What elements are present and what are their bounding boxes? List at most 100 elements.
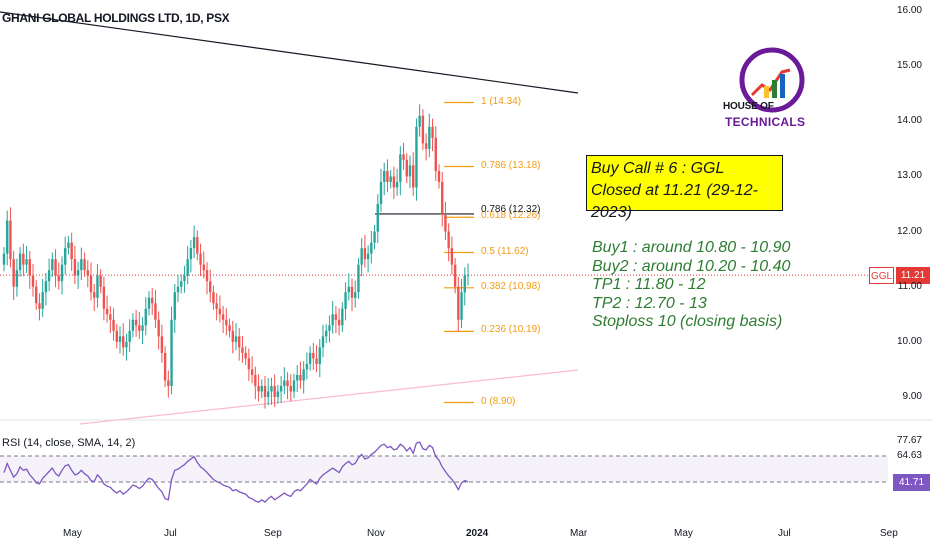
candle-body [334, 314, 338, 320]
candle-body [64, 248, 67, 265]
candle-body [363, 248, 367, 260]
candle-body [289, 385, 292, 392]
candle-body [225, 319, 228, 326]
candle-body [325, 330, 328, 337]
candle-body [392, 176, 396, 188]
price-ticker-tag: GGL [869, 267, 894, 284]
candle-body [141, 325, 144, 331]
candle-body [183, 275, 186, 282]
candle-body [331, 314, 334, 326]
candle-body [267, 391, 270, 397]
candle-body [424, 143, 428, 149]
candle-body [437, 170, 441, 182]
fib-level-label: 0.618 (12.26) [481, 210, 541, 222]
candle-body [273, 385, 276, 397]
rsi-value-tag: 41.71 [893, 474, 930, 491]
last-price-tag: 11.21 [896, 267, 930, 284]
candle-body [421, 115, 425, 144]
candle-body [199, 253, 202, 265]
candle-body [167, 380, 170, 386]
candle-body [328, 325, 331, 331]
logo-bar [780, 74, 785, 98]
candle-body [399, 154, 402, 182]
candle-body [286, 380, 289, 386]
candle-body [337, 319, 341, 326]
price-tick-label: 16.00 [896, 5, 922, 16]
fib-level-label: 0 (8.90) [481, 395, 516, 407]
candle-body [341, 308, 344, 326]
candle-body [247, 358, 251, 370]
candle-body [279, 385, 283, 392]
candle-body [22, 253, 25, 265]
candle-body [209, 281, 212, 293]
rsi-tick-label: 77.67 [896, 435, 922, 447]
price-tick-label: 15.00 [896, 60, 922, 72]
candle-body [250, 369, 254, 375]
candle-body [163, 352, 167, 381]
candle-body [395, 181, 399, 188]
upper-trendline [0, 11, 579, 94]
candle-body [6, 220, 9, 254]
candle-body [463, 275, 466, 293]
logo-text-house-of: HOUSE OF [723, 101, 774, 112]
candle-body [450, 248, 454, 265]
candle-body [180, 281, 183, 287]
time-tick-label: 2024 [466, 528, 489, 539]
candle-body [350, 286, 354, 298]
candle-body [405, 159, 408, 177]
candle-body [186, 259, 189, 276]
callout-line-1: Buy Call # 6 : GGL [591, 160, 725, 177]
candle-body [31, 275, 35, 287]
price-tick-label: 9.00 [902, 391, 922, 402]
candle-body [80, 259, 83, 271]
candle-body [238, 336, 241, 348]
candle-body [221, 314, 225, 320]
candle-body [70, 242, 73, 260]
candle-body [134, 319, 138, 326]
candle-body [151, 297, 154, 304]
candle-body [366, 253, 370, 260]
logo-chart-line [750, 68, 791, 97]
candle-body [312, 352, 315, 359]
candle-body [67, 242, 70, 249]
candle-body [18, 253, 22, 271]
candle-body [418, 115, 421, 127]
time-tick-label: May [63, 528, 82, 539]
candle-body [51, 259, 54, 271]
candle-body [202, 264, 205, 271]
candle-body [160, 336, 164, 353]
candle-body [128, 330, 131, 342]
candle-body [241, 347, 244, 353]
price-tick-label: 12.00 [896, 225, 922, 237]
candle-body [105, 308, 109, 315]
buy-call-callout: Buy Call # 6 : GGL Closed at 11.21 (29-1… [586, 155, 783, 221]
candle-body [47, 270, 51, 282]
rsi-indicator-title: RSI (14, close, SMA, 14, 2) [2, 437, 136, 449]
time-tick-label: Sep [264, 528, 282, 539]
candle-body [15, 270, 19, 287]
candle-body [86, 270, 89, 276]
candle-body [109, 314, 112, 320]
price-tick-label: 11.00 [897, 280, 922, 292]
candle-body [57, 275, 60, 282]
candle-body [2, 253, 6, 265]
candle-body [125, 341, 128, 348]
candle-body [412, 165, 415, 188]
candle-body [76, 270, 80, 276]
candle-body [118, 336, 122, 342]
candle-body [35, 286, 38, 304]
candle-body [428, 126, 431, 149]
candle-body [73, 259, 77, 276]
candle-body [54, 259, 57, 276]
candle-body [228, 325, 231, 331]
candle-body [189, 248, 193, 260]
rsi-tick-label: 64.63 [896, 450, 922, 461]
candle-body [25, 259, 28, 265]
candle-body [147, 297, 151, 309]
candle-body [318, 347, 321, 364]
candle-body [315, 358, 318, 364]
candle-body [408, 165, 412, 177]
candle-body [357, 264, 360, 293]
